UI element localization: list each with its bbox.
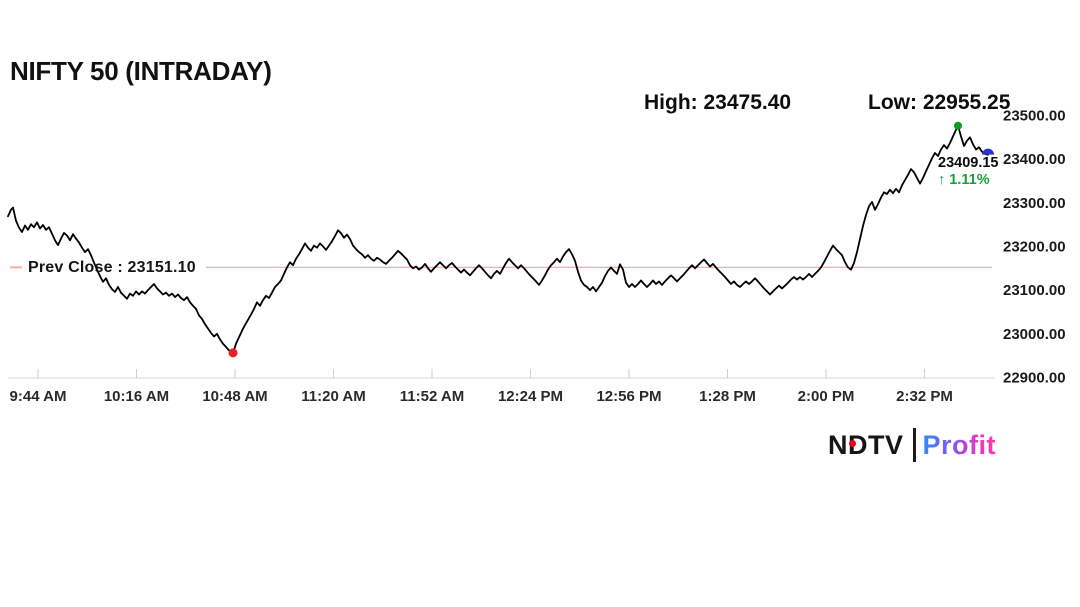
y-tick-label: 23500.00 <box>1003 108 1066 125</box>
x-tick-label: 11:52 AM <box>400 388 464 405</box>
high-marker-icon <box>954 121 962 130</box>
profit-wordmark: Profit <box>922 429 996 460</box>
y-tick-label: 23000.00 <box>1003 326 1066 343</box>
day-high-value: High: 23475.40 <box>644 91 792 114</box>
y-tick-label: 22900.00 <box>1003 370 1066 387</box>
x-tick-label: 9:44 AM <box>10 388 67 405</box>
ndtv-text: NDTV <box>828 429 904 460</box>
chart-title: NIFTY 50 (INTRADAY) <box>10 56 272 86</box>
prev-close-label: Prev Close : 23151.10 <box>28 259 196 276</box>
ndtv-profit-logo: NDTV Profit <box>828 426 996 464</box>
last-price-value: 23409.15 <box>938 155 999 171</box>
y-tick-label: 23100.00 <box>1003 282 1066 299</box>
y-tick-label: 23400.00 <box>1003 151 1066 168</box>
x-tick-label: 12:24 PM <box>498 388 563 405</box>
x-tick-label: 2:00 PM <box>798 388 855 405</box>
ndtv-wordmark: NDTV <box>828 430 904 461</box>
x-tick-label: 2:32 PM <box>896 388 953 405</box>
y-tick-label: 23300.00 <box>1003 195 1066 212</box>
price-line <box>7 124 989 354</box>
day-low-value: Low: 22955.25 <box>868 91 1011 114</box>
x-tick-label: 11:20 AM <box>301 388 365 405</box>
ndtv-red-dot-icon <box>849 439 856 447</box>
logo-divider <box>912 428 916 462</box>
x-tick-label: 12:56 PM <box>596 388 661 405</box>
x-tick-label: 10:16 AM <box>104 388 169 405</box>
x-tick-label: 1:28 PM <box>699 388 756 405</box>
last-price-callout: 23409.15 ↑ 1.11% <box>938 155 998 189</box>
x-tick-label: 10:48 AM <box>202 388 267 405</box>
y-tick-label: 23200.00 <box>1003 239 1066 256</box>
percent-change-value: ↑ 1.11% <box>938 172 990 188</box>
low-marker-icon <box>228 348 238 358</box>
last-price-marker-icon <box>982 148 994 155</box>
